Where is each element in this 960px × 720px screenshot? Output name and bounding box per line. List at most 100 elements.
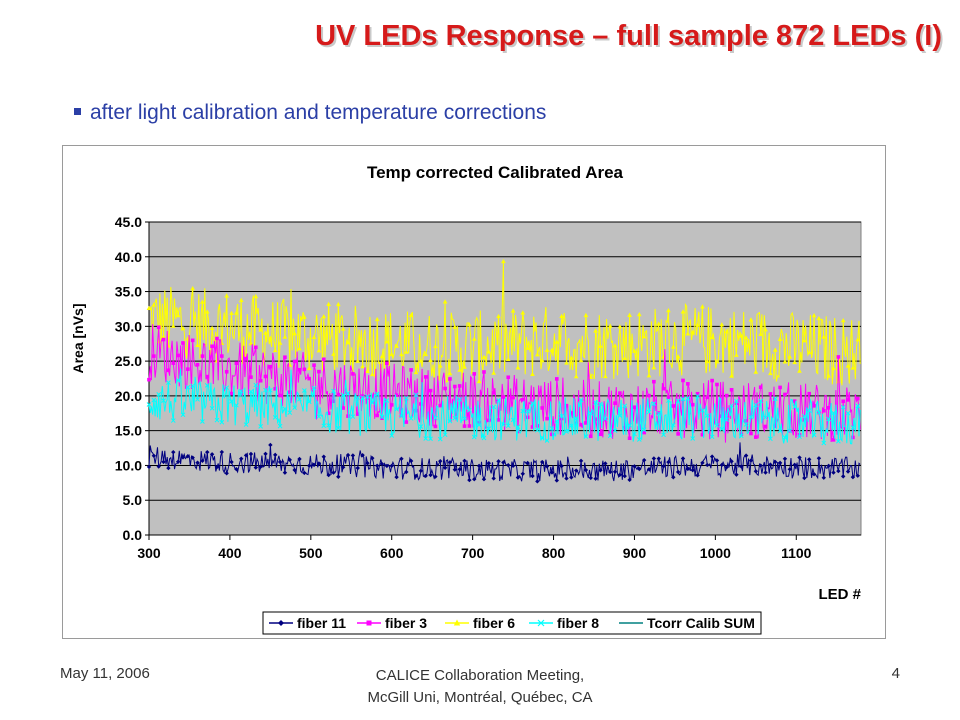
- data-point: [511, 395, 515, 400]
- data-point: [603, 373, 608, 379]
- data-point: [598, 468, 603, 473]
- data-point: [389, 463, 394, 469]
- y-tick-label: 40.0: [115, 249, 142, 265]
- data-point: [204, 309, 210, 314]
- data-point: [811, 432, 817, 438]
- data-point: [379, 461, 385, 467]
- data-point: [442, 299, 448, 304]
- data-point: [627, 312, 632, 317]
- data-point: [151, 302, 157, 307]
- chart-area: Temp corrected Calibrated Area 0.0 5.0 10.0…: [62, 145, 886, 639]
- data-point: [297, 396, 302, 402]
- data-point: [175, 378, 181, 383]
- data-point: [224, 369, 229, 374]
- legend-item: fiber 3: [357, 615, 427, 631]
- data-point: [758, 385, 763, 390]
- data-point: [734, 352, 739, 357]
- data-point: [442, 432, 448, 438]
- data-point: [797, 368, 802, 373]
- y-tick-label: 20.0: [115, 388, 142, 404]
- legend: fiber 11 fiber 3 fiber 6 fiber 8 Tcorr Calib…: [262, 611, 762, 635]
- data-point: [283, 355, 287, 360]
- data-point: [656, 321, 662, 326]
- legend-label: fiber 3: [385, 615, 427, 631]
- data-point: [710, 378, 714, 383]
- data-point: [467, 322, 472, 327]
- data-point: [588, 411, 594, 416]
- data-point: [729, 459, 734, 464]
- data-point: [166, 368, 171, 373]
- data-point: [385, 361, 389, 366]
- data-point: [754, 435, 758, 439]
- data-point: [384, 398, 390, 403]
- data-point: [768, 370, 773, 376]
- data-point: [224, 385, 230, 391]
- data-point: [520, 310, 526, 315]
- data-point: [851, 435, 855, 440]
- data-point: [559, 313, 564, 319]
- data-point: [535, 427, 540, 433]
- data-point: [831, 365, 836, 371]
- data-point: [836, 468, 841, 474]
- data-point: [351, 372, 355, 376]
- data-point: [234, 466, 239, 472]
- data-point: [374, 463, 380, 468]
- data-point: [850, 365, 856, 370]
- data-point: [715, 382, 719, 387]
- data-point: [360, 394, 365, 398]
- data-point: [782, 456, 788, 461]
- data-point: [161, 337, 166, 342]
- data-point: [666, 398, 671, 404]
- data-point: [734, 398, 739, 404]
- data-point: [438, 403, 443, 408]
- data-point: [714, 423, 720, 428]
- data-point: [777, 460, 783, 466]
- data-point: [394, 393, 399, 397]
- data-point: [389, 403, 394, 407]
- data-point: [704, 358, 710, 364]
- data-point: [278, 393, 282, 398]
- data-point: [306, 365, 312, 371]
- data-point: [738, 433, 744, 439]
- data-point: [161, 398, 166, 404]
- data-point: [685, 331, 691, 336]
- data-point: [457, 384, 462, 388]
- data-point: [539, 435, 545, 440]
- data-point: [171, 449, 176, 455]
- data-point: [666, 459, 671, 465]
- data-point: [748, 317, 754, 322]
- data-point: [384, 463, 390, 469]
- data-point: [753, 469, 759, 474]
- data-point: [578, 357, 584, 363]
- chart-title: Temp corrected Calibrated Area: [367, 163, 624, 182]
- data-point: [525, 345, 530, 350]
- data-point: [292, 467, 297, 473]
- data-point: [855, 396, 860, 401]
- data-point: [258, 424, 264, 429]
- data-point: [370, 371, 375, 377]
- data-point: [301, 388, 307, 393]
- data-point: [491, 370, 496, 375]
- legend-item: fiber 8: [529, 615, 599, 631]
- data-point: [695, 322, 700, 327]
- data-point: [161, 459, 166, 465]
- data-point: [632, 464, 637, 469]
- data-point: [612, 343, 618, 348]
- data-point: [243, 422, 249, 427]
- data-point: [457, 367, 462, 372]
- data-point: [316, 348, 322, 353]
- data-point: [573, 415, 579, 421]
- data-point: [152, 354, 156, 358]
- data-point: [602, 416, 608, 422]
- footer-event: CALICE Collaboration Meeting, McGill Uni…: [0, 665, 960, 709]
- data-point: [186, 367, 190, 371]
- data-point: [598, 343, 603, 348]
- data-point: [447, 460, 453, 465]
- data-point: [588, 434, 593, 439]
- data-point: [375, 413, 379, 418]
- series-fiber-11: [146, 442, 861, 484]
- data-point: [234, 310, 239, 315]
- data-point: [700, 304, 705, 309]
- data-point: [646, 373, 652, 378]
- data-point: [618, 391, 622, 395]
